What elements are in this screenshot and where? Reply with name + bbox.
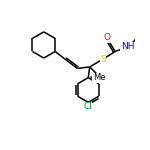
Text: Me: Me <box>93 73 105 82</box>
Text: O: O <box>104 33 111 42</box>
Text: S: S <box>100 55 106 64</box>
Text: Cl: Cl <box>83 102 92 111</box>
Text: NH: NH <box>121 42 134 51</box>
